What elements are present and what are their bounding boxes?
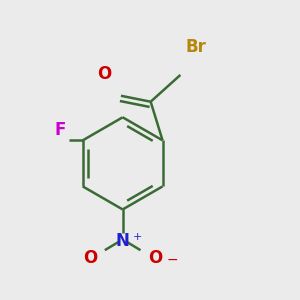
Text: O: O xyxy=(83,249,97,267)
Text: Br: Br xyxy=(185,38,206,56)
Text: O: O xyxy=(97,65,111,83)
Text: O: O xyxy=(148,249,163,267)
Text: F: F xyxy=(55,121,66,139)
Text: N: N xyxy=(116,232,130,250)
Text: +: + xyxy=(133,232,142,242)
Text: −: − xyxy=(166,253,178,267)
